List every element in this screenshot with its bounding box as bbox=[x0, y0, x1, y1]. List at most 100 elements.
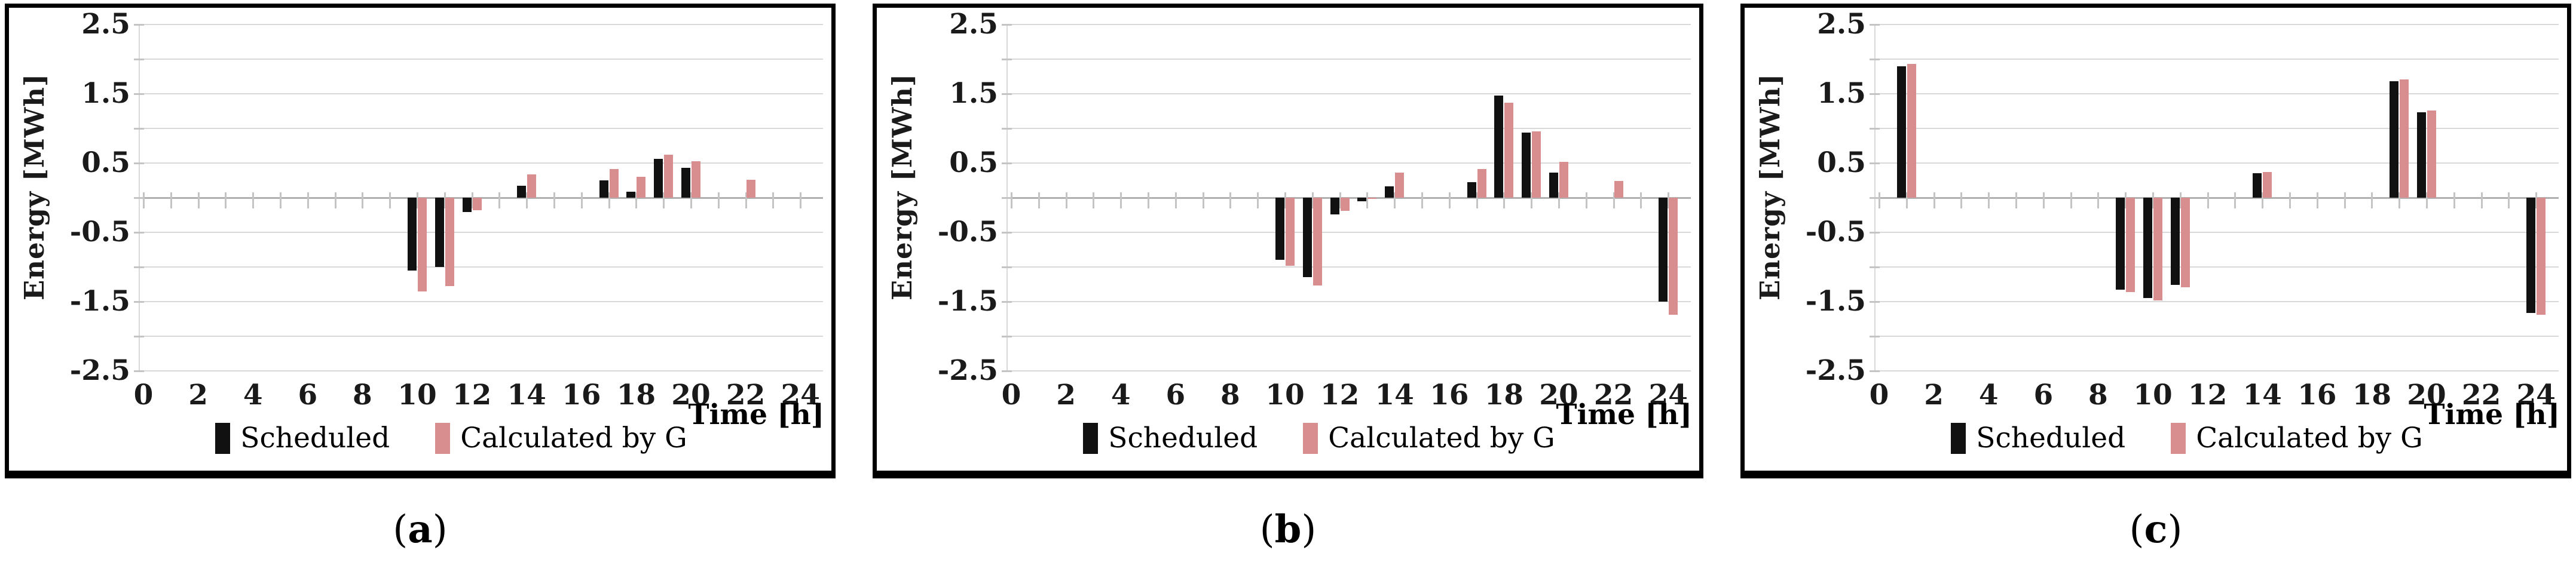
y-tick bbox=[1870, 59, 1880, 60]
y-tick bbox=[1002, 370, 1012, 372]
bar-calculated-h11 bbox=[445, 198, 454, 287]
x-tick-label: 14 bbox=[2242, 379, 2282, 412]
y-tick-label: -1.5 bbox=[69, 285, 130, 318]
x-tick-label: 0 bbox=[1001, 379, 1021, 412]
bar-calculated-h14 bbox=[527, 174, 537, 198]
x-tick bbox=[307, 192, 309, 208]
gridline bbox=[1875, 266, 2559, 268]
x-tick-label: 20 bbox=[671, 379, 711, 412]
gridline bbox=[139, 93, 823, 94]
x-tick-label: 6 bbox=[1165, 379, 1186, 412]
legend-label-calculated: Calculated by G bbox=[1328, 422, 1555, 455]
y-tick bbox=[1002, 93, 1012, 95]
gridline bbox=[1875, 59, 2559, 60]
x-tick-label: 16 bbox=[1430, 379, 1469, 412]
x-tick-label: 6 bbox=[298, 379, 318, 412]
y-tick bbox=[1002, 128, 1012, 130]
x-tick bbox=[1065, 192, 1067, 208]
x-tick bbox=[170, 192, 172, 208]
legend-item-scheduled: Scheduled bbox=[215, 421, 390, 456]
x-tick bbox=[1988, 192, 1990, 208]
x-tick-label: 6 bbox=[2033, 379, 2054, 412]
bar-calculated-h24 bbox=[1669, 198, 1678, 315]
y-tick-label: 1.5 bbox=[1817, 77, 1866, 110]
y-tick bbox=[1002, 232, 1012, 234]
x-tick-label: 10 bbox=[2133, 379, 2173, 412]
bar-calculated-h11 bbox=[2180, 198, 2190, 287]
y-tick bbox=[134, 232, 144, 234]
legend-label-scheduled: Scheduled bbox=[240, 422, 390, 455]
bar-calculated-h1 bbox=[1907, 64, 1916, 198]
x-tick bbox=[1585, 192, 1587, 208]
x-tick bbox=[663, 192, 665, 208]
x-tick bbox=[2316, 192, 2318, 208]
legend-item-scheduled: Scheduled bbox=[1083, 421, 1258, 456]
x-tick bbox=[2508, 192, 2510, 208]
x-tick-label: 22 bbox=[2461, 379, 2501, 412]
x-tick bbox=[2015, 192, 2017, 208]
x-tick-label: 2 bbox=[1056, 379, 1076, 412]
bar-scheduled-h1 bbox=[1896, 66, 1906, 198]
x-tick bbox=[608, 192, 610, 208]
x-tick-label: 24 bbox=[1648, 379, 1688, 412]
x-tick bbox=[498, 192, 501, 208]
x-tick bbox=[280, 192, 282, 208]
x-tick bbox=[1284, 192, 1286, 208]
x-tick bbox=[389, 192, 391, 208]
x-tick bbox=[334, 192, 336, 208]
gridline bbox=[139, 232, 823, 233]
x-tick bbox=[1394, 192, 1396, 208]
x-tick bbox=[2207, 192, 2209, 208]
gridline bbox=[1007, 336, 1691, 337]
gridline bbox=[139, 59, 823, 60]
bar-scheduled-h18 bbox=[626, 191, 636, 198]
x-tick bbox=[197, 192, 200, 208]
x-tick-label: 4 bbox=[1110, 379, 1131, 412]
legend-swatch-calculated bbox=[435, 423, 451, 454]
gridline bbox=[1007, 162, 1691, 164]
x-tick bbox=[2234, 192, 2237, 208]
x-tick bbox=[1366, 192, 1369, 208]
gridline bbox=[1007, 24, 1691, 25]
bar-scheduled-h19 bbox=[1522, 132, 1531, 198]
y-tick-label: -2.5 bbox=[1805, 354, 1866, 387]
bar-scheduled-h19 bbox=[654, 159, 663, 198]
x-tick-label: 22 bbox=[726, 379, 766, 412]
y-tick-label: 0.5 bbox=[81, 146, 130, 179]
x-tick bbox=[1476, 192, 1478, 208]
bar-scheduled-h17 bbox=[599, 180, 608, 198]
x-tick-label: 2 bbox=[1924, 379, 1944, 412]
y-tick bbox=[1870, 232, 1880, 234]
y-tick-label: -2.5 bbox=[937, 354, 998, 387]
y-tick-label: -0.5 bbox=[937, 216, 998, 248]
gridline bbox=[1007, 93, 1691, 94]
bar-scheduled-h14 bbox=[1385, 186, 1394, 198]
caption-b: (b) bbox=[1259, 507, 1317, 552]
gridline bbox=[1007, 128, 1691, 129]
y-tick bbox=[134, 197, 144, 199]
x-tick bbox=[2262, 192, 2264, 208]
bar-scheduled-h14 bbox=[517, 186, 527, 198]
x-tick-label: 10 bbox=[1265, 379, 1305, 412]
bar-calculated-h12 bbox=[1340, 198, 1350, 211]
x-tick bbox=[1421, 192, 1423, 208]
bar-scheduled-h10 bbox=[408, 198, 417, 271]
chart-panel-c: Energy [MWh] 2.5 1.5 0.5 -0.5 -1.5 -2.5 0 2 4 6 8 1… bbox=[1740, 4, 2571, 478]
gridline bbox=[139, 128, 823, 129]
x-tick bbox=[2480, 192, 2483, 208]
bar-scheduled-h12 bbox=[462, 198, 472, 213]
x-tick-label: 18 bbox=[1484, 379, 1524, 412]
bar-scheduled-h17 bbox=[1467, 182, 1476, 198]
legend-swatch-calculated bbox=[2171, 423, 2186, 454]
plot-area: 2.5 1.5 0.5 -0.5 -1.5 -2.5 0 2 4 6 8 10 12 14 16 18 20 22… bbox=[877, 8, 1699, 471]
y-tick-label: 2.5 bbox=[81, 8, 130, 41]
zero-axis-line bbox=[1875, 197, 2559, 199]
legend-swatch-scheduled bbox=[1951, 423, 1966, 454]
bar-scheduled-h20 bbox=[1549, 173, 1558, 198]
x-tick bbox=[2152, 192, 2154, 208]
legend: Scheduled Calculated by G bbox=[984, 421, 1654, 456]
x-tick bbox=[2426, 192, 2428, 208]
x-tick bbox=[1960, 192, 1963, 208]
x-tick bbox=[526, 192, 528, 208]
bar-calculated-h20 bbox=[692, 161, 700, 198]
